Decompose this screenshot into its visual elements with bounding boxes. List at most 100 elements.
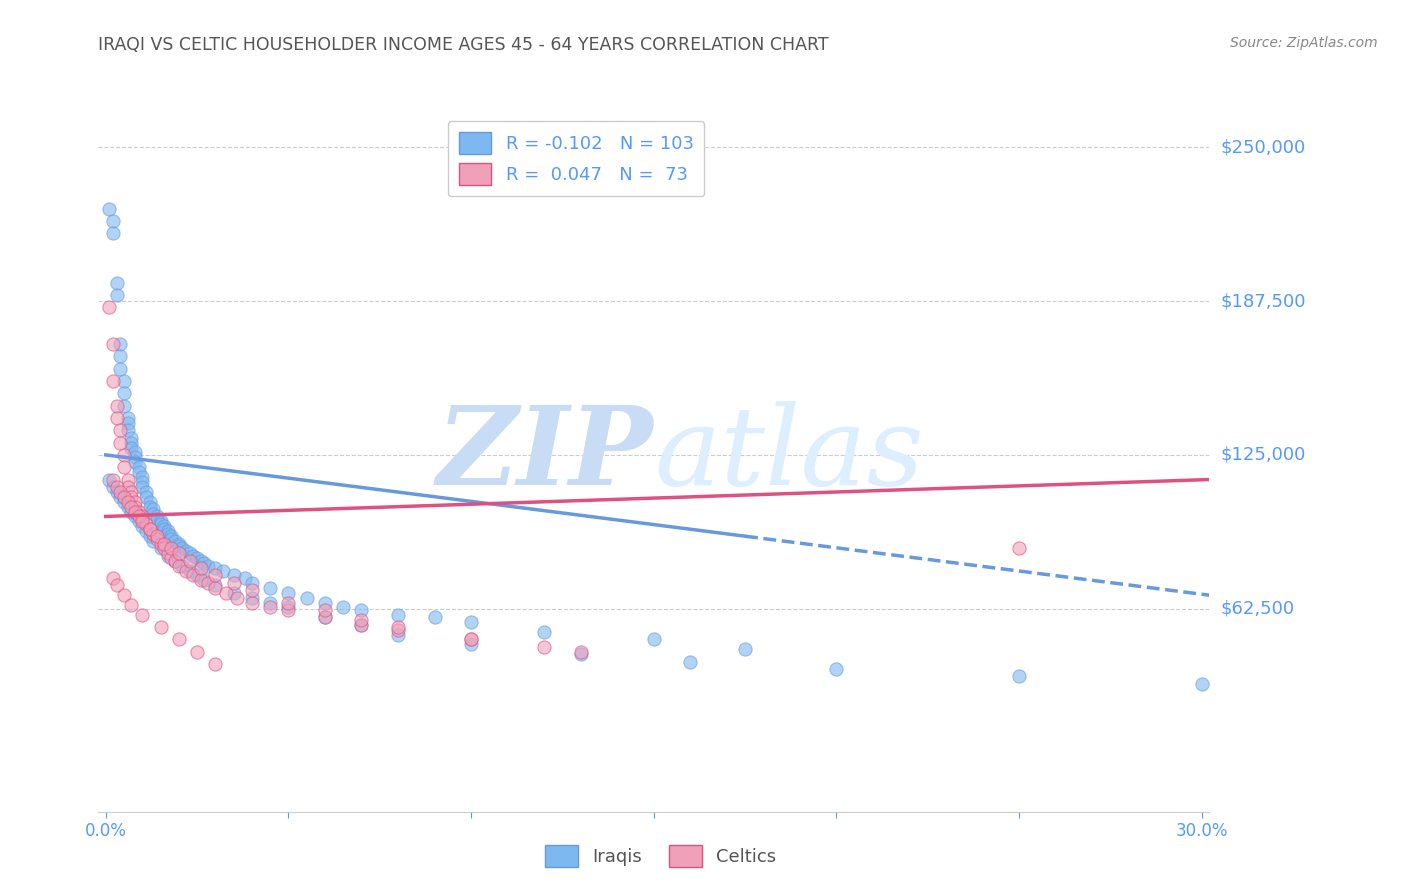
Point	[138, 529, 160, 543]
Point	[314, 596, 336, 610]
Point	[110, 484, 132, 499]
Point	[387, 607, 409, 622]
Point	[124, 500, 146, 514]
Point	[131, 512, 153, 526]
Point	[149, 541, 172, 556]
Point	[120, 441, 142, 455]
Point	[186, 645, 208, 659]
Point	[183, 568, 205, 582]
Point	[190, 561, 212, 575]
Point	[117, 423, 139, 437]
Point	[226, 591, 249, 605]
Point	[142, 534, 165, 549]
Point	[295, 591, 318, 605]
Point	[146, 529, 169, 543]
Point	[165, 554, 187, 568]
Point	[350, 613, 373, 627]
Point	[167, 536, 190, 550]
Point	[156, 549, 179, 563]
Point	[124, 455, 146, 469]
Point	[105, 276, 128, 290]
Point	[186, 551, 208, 566]
Point	[387, 620, 409, 634]
Point	[149, 516, 172, 531]
Point	[112, 386, 135, 401]
Point	[160, 532, 183, 546]
Point	[124, 494, 146, 508]
Point	[153, 519, 176, 533]
Point	[643, 632, 665, 647]
Point	[160, 529, 183, 543]
Point	[156, 524, 179, 539]
Point	[120, 500, 142, 514]
Point	[138, 522, 160, 536]
Point	[222, 575, 245, 590]
Point	[240, 575, 263, 590]
Text: Source: ZipAtlas.com: Source: ZipAtlas.com	[1230, 36, 1378, 50]
Point	[128, 504, 150, 518]
Point	[112, 374, 135, 388]
Point	[131, 519, 153, 533]
Point	[117, 416, 139, 430]
Text: $187,500: $187,500	[1220, 292, 1306, 310]
Point	[142, 526, 165, 541]
Point	[156, 546, 179, 560]
Point	[138, 500, 160, 514]
Point	[165, 554, 187, 568]
Point	[110, 423, 132, 437]
Point	[117, 500, 139, 514]
Point	[120, 484, 142, 499]
Point	[101, 473, 124, 487]
Point	[190, 554, 212, 568]
Point	[460, 615, 482, 630]
Point	[135, 490, 157, 504]
Point	[110, 361, 132, 376]
Point	[112, 460, 135, 475]
Point	[135, 524, 157, 539]
Point	[131, 480, 153, 494]
Point	[128, 460, 150, 475]
Point	[186, 568, 208, 582]
Point	[153, 541, 176, 556]
Point	[112, 490, 135, 504]
Point	[124, 504, 146, 518]
Point	[142, 507, 165, 521]
Point	[215, 585, 238, 599]
Point	[112, 399, 135, 413]
Point	[204, 568, 226, 582]
Point	[120, 598, 142, 612]
Point	[277, 600, 299, 615]
Point	[197, 575, 219, 590]
Point	[167, 539, 190, 553]
Point	[222, 568, 245, 582]
Point	[146, 532, 169, 546]
Point	[387, 623, 409, 637]
Point	[569, 647, 592, 661]
Point	[98, 300, 121, 314]
Point	[131, 475, 153, 489]
Point	[222, 585, 245, 599]
Point	[183, 549, 205, 563]
Point	[533, 625, 555, 640]
Point	[117, 473, 139, 487]
Point	[240, 583, 263, 598]
Point	[204, 561, 226, 575]
Point	[105, 399, 128, 413]
Point	[124, 445, 146, 459]
Point	[131, 514, 153, 528]
Point	[314, 610, 336, 624]
Point	[149, 620, 172, 634]
Point	[101, 480, 124, 494]
Point	[259, 596, 281, 610]
Text: atlas: atlas	[654, 401, 924, 508]
Point	[101, 214, 124, 228]
Point	[112, 448, 135, 462]
Point	[211, 564, 233, 578]
Point	[165, 534, 187, 549]
Point	[167, 546, 190, 560]
Point	[179, 554, 201, 568]
Point	[110, 350, 132, 364]
Point	[1191, 677, 1213, 691]
Point	[174, 564, 197, 578]
Point	[117, 480, 139, 494]
